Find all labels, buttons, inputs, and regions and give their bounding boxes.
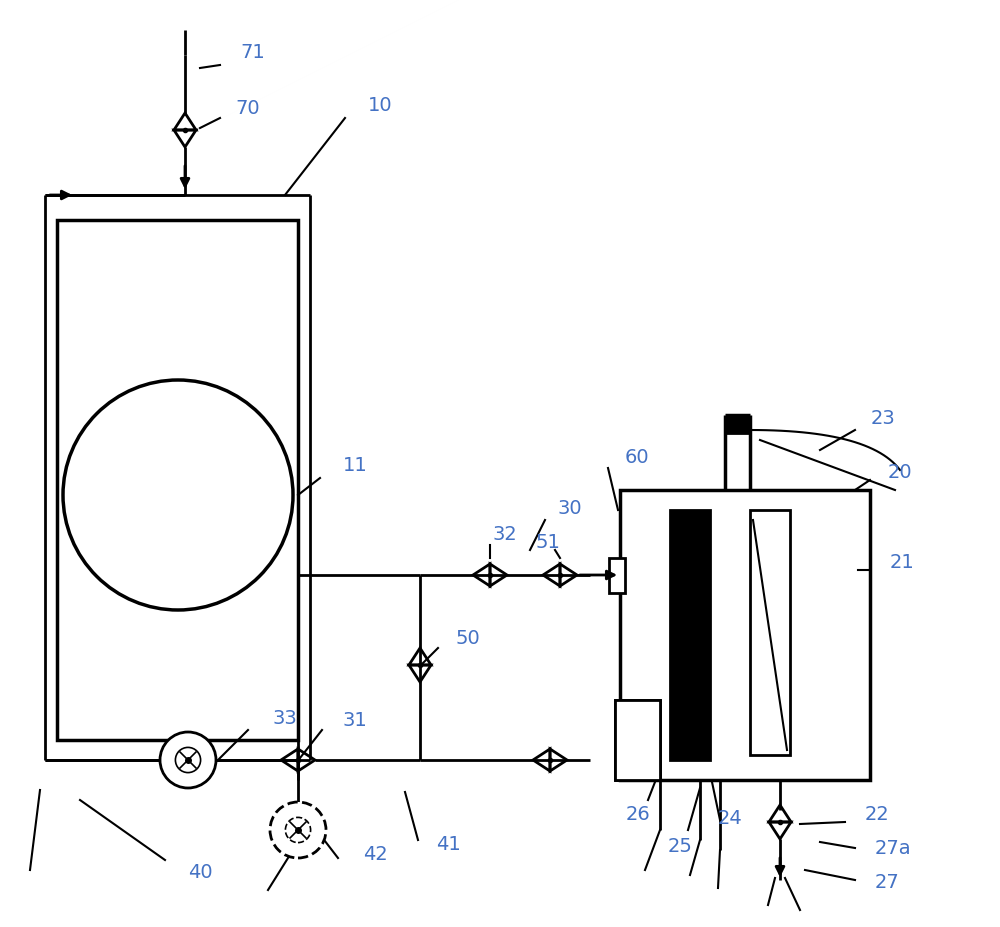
Text: 27: 27 bbox=[875, 872, 899, 892]
Text: 50: 50 bbox=[456, 629, 480, 647]
Bar bbox=[620, 490, 870, 780]
Bar bbox=[750, 510, 790, 755]
Text: 60: 60 bbox=[625, 448, 649, 466]
Bar bbox=[57, 220, 298, 740]
Circle shape bbox=[63, 380, 293, 610]
Text: 22: 22 bbox=[865, 806, 889, 824]
Text: 20: 20 bbox=[888, 463, 912, 481]
Text: 21: 21 bbox=[890, 552, 914, 572]
Bar bbox=[609, 558, 625, 593]
Text: 11: 11 bbox=[343, 455, 367, 475]
Bar bbox=[727, 415, 748, 433]
Text: 30: 30 bbox=[558, 499, 582, 517]
Circle shape bbox=[270, 802, 326, 858]
Text: 51: 51 bbox=[536, 532, 560, 552]
Circle shape bbox=[175, 747, 201, 772]
Circle shape bbox=[160, 732, 216, 788]
Text: 25: 25 bbox=[668, 837, 692, 857]
Text: 27a: 27a bbox=[875, 839, 911, 857]
Text: 10: 10 bbox=[368, 95, 392, 115]
Bar bbox=[670, 510, 710, 760]
Text: 31: 31 bbox=[343, 710, 367, 730]
Text: 26: 26 bbox=[626, 806, 650, 824]
Bar bbox=[615, 700, 660, 780]
Text: 23: 23 bbox=[871, 409, 895, 427]
Text: 41: 41 bbox=[436, 835, 460, 855]
Text: 70: 70 bbox=[236, 98, 260, 118]
Circle shape bbox=[285, 818, 311, 843]
Text: 40: 40 bbox=[188, 863, 212, 883]
Bar bbox=[615, 700, 660, 780]
Text: 24: 24 bbox=[718, 808, 742, 828]
Text: 71: 71 bbox=[241, 43, 265, 61]
Text: 42: 42 bbox=[363, 845, 387, 865]
Text: 33: 33 bbox=[273, 708, 297, 728]
Text: 32: 32 bbox=[493, 526, 517, 544]
